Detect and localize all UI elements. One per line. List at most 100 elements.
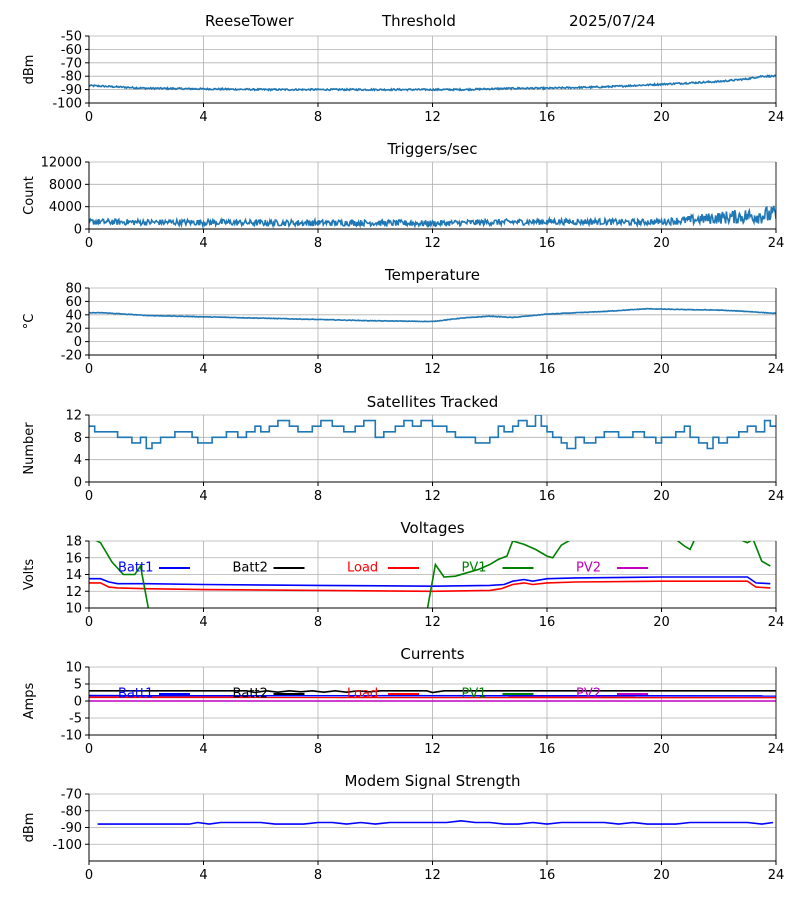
legend-label: PV2 (576, 561, 601, 576)
x-tick-label: 24 (768, 110, 785, 125)
chart-title: Satellites Tracked (367, 393, 498, 411)
x-tick-label: 8 (314, 362, 322, 377)
x-tick-label: 0 (85, 110, 93, 125)
x-tick-label: 16 (539, 742, 556, 757)
x-tick-label: 0 (85, 236, 93, 251)
x-tick-label: 8 (314, 236, 322, 251)
y-tick-label: 14 (65, 568, 82, 583)
y-tick-label: 12 (65, 409, 82, 424)
y-tick-label: 4 (74, 453, 82, 468)
y-tick-label: 18 (65, 535, 82, 550)
x-tick-label: 16 (539, 868, 556, 883)
series-line-1 (89, 307, 776, 323)
y-tick-label: 5 (74, 678, 82, 693)
series-line-1 (89, 415, 776, 450)
y-axis-label: dBm (22, 813, 37, 843)
x-tick-label: 20 (653, 362, 670, 377)
x-tick-label: 24 (768, 615, 785, 630)
x-tick-label: 16 (539, 110, 556, 125)
x-tick-label: 4 (199, 362, 207, 377)
series-group (89, 307, 776, 323)
x-tick-label: 8 (314, 110, 322, 125)
y-tick-label: -10 (61, 729, 82, 744)
legend-label: PV1 (462, 687, 487, 702)
series-group (89, 541, 771, 608)
y-tick-label: 20 (65, 322, 82, 337)
x-tick-label: 12 (424, 615, 441, 630)
station-name: ReeseTower (205, 12, 294, 30)
x-tick-label: 20 (653, 489, 670, 504)
series-line-1 (97, 819, 774, 825)
legend-label: Batt1 (118, 561, 153, 576)
x-tick-label: 24 (768, 742, 785, 757)
x-tick-label: 8 (314, 489, 322, 504)
x-tick-label: 4 (199, 742, 207, 757)
x-tick-label: 4 (199, 489, 207, 504)
x-tick-label: 24 (768, 236, 785, 251)
x-tick-label: 20 (653, 615, 670, 630)
x-tick-label: 12 (424, 489, 441, 504)
y-axis-label: dBm (22, 55, 37, 85)
y-tick-label: -90 (61, 821, 82, 836)
chart-panel-7: 0 4 8 12 16 20 24 -70-80 -90 -100 Modem Signal Str… (22, 772, 784, 883)
legend-label: PV2 (576, 687, 601, 702)
chart-title: Voltages (400, 519, 464, 537)
y-tick-label: -70 (61, 788, 82, 803)
y-tick-label: 0 (74, 695, 82, 710)
y-tick-label: -80 (61, 804, 82, 819)
x-tick-label: 12 (424, 110, 441, 125)
y-tick-label: -60 (61, 43, 82, 58)
x-tick-label: 16 (539, 489, 556, 504)
x-tick-label: 0 (85, 489, 93, 504)
y-tick-label: 0 (74, 476, 82, 491)
series-line-3 (95, 541, 771, 608)
y-tick-label: 12000 (41, 156, 82, 171)
x-tick-label: 20 (653, 236, 670, 251)
x-tick-label: 0 (85, 615, 93, 630)
x-tick-label: 20 (653, 110, 670, 125)
y-tick-label: 10 (65, 661, 82, 676)
series-line-1 (89, 205, 776, 229)
x-tick-label: 4 (199, 236, 207, 251)
mode-label: Threshold (382, 12, 456, 30)
y-tick-label: -100 (52, 838, 82, 853)
legend-label: Batt2 (233, 561, 268, 576)
x-tick-label: 24 (768, 362, 785, 377)
legend-label: Batt1 (118, 687, 153, 702)
x-tick-label: 16 (539, 615, 556, 630)
y-tick-label: -100 (52, 97, 82, 112)
y-tick-label: 80 (65, 282, 82, 297)
x-tick-label: 12 (424, 362, 441, 377)
x-tick-label: 0 (85, 362, 93, 377)
x-tick-label: 4 (199, 110, 207, 125)
report-date: 2025/07/24 (569, 12, 656, 30)
y-tick-label: -70 (61, 56, 82, 71)
y-axis-label: Amps (22, 682, 37, 719)
x-tick-label: 16 (539, 362, 556, 377)
x-tick-label: 16 (539, 236, 556, 251)
y-tick-label: 8 (74, 431, 82, 446)
y-tick-label: 10 (65, 602, 82, 617)
y-tick-label: 4000 (49, 200, 82, 215)
x-tick-label: 20 (653, 742, 670, 757)
y-tick-label: 0 (74, 335, 82, 350)
chart-panel-2: 0 4 8 12 16 20 24 0 4000 8000 12000 Triggers/sec Cou… (22, 140, 784, 251)
chart-title: Modem Signal Strength (345, 772, 521, 790)
y-tick-label: 12 (65, 585, 82, 600)
x-tick-label: 12 (424, 236, 441, 251)
series-line-1 (89, 74, 776, 92)
series-group (89, 689, 776, 702)
y-tick-label: 0 (74, 223, 82, 238)
x-tick-label: 8 (314, 868, 322, 883)
y-tick-label: -90 (61, 83, 82, 98)
x-tick-label: 8 (314, 615, 322, 630)
series-line-1 (89, 689, 776, 694)
x-tick-label: 24 (768, 868, 785, 883)
chart-panel-1: 0 4 8 12 16 20 24 -50-60-70-80-90-100 dBm (22, 30, 784, 126)
y-tick-label: -5 (69, 712, 82, 727)
x-tick-label: 4 (199, 868, 207, 883)
